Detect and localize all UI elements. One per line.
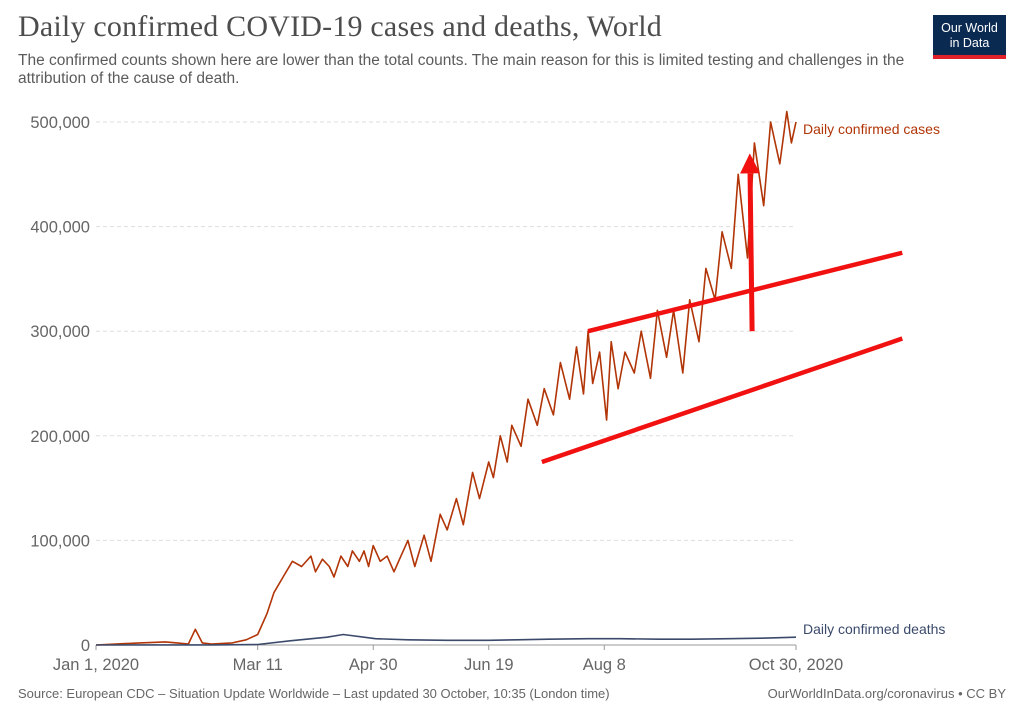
annotation-arrow-head [740,153,761,174]
annotation-arrow-shaft [747,173,755,332]
owid-logo[interactable]: Our World in Data [933,15,1006,59]
y-tick-label: 0 [81,637,90,655]
y-tick-label: 100,000 [30,532,90,550]
x-tick-label: Oct 30, 2020 [749,656,843,674]
y-tick-label: 400,000 [30,219,90,237]
annotation-trend-line [541,336,903,465]
x-tick-label: Aug 8 [583,656,626,674]
deaths-legend-label: Daily confirmed deaths [803,621,945,637]
grid-lines [96,121,796,541]
series-lines [95,110,797,646]
x-tick-label: Jan 1, 2020 [53,656,139,674]
y-axis-ticks: 0 100,000 200,000 300,000 400,000 500,000 [30,114,90,655]
chart-area: 0 100,000 200,000 300,000 400,000 500,000 Jan… [30,110,945,674]
y-tick-label: 500,000 [30,114,90,132]
x-tick-label: Mar 11 [233,656,283,674]
cases-legend-label: Daily confirmed cases [803,121,940,137]
annotations [541,153,903,465]
x-axis: Jan 1, 2020 Mar 11 Apr 30 Jun 19 Aug 8 Oct 30… [53,644,843,674]
deaths-line [95,633,797,646]
logo-line-2: in Data [949,35,990,50]
cases-line [95,110,797,646]
chart-subtitle: The confirmed counts shown here are lowe… [18,52,905,87]
logo-line-1: Our World [941,21,998,35]
y-tick-label: 200,000 [30,428,90,446]
credit-link[interactable]: OurWorldInData.org/coronavirus • CC BY [767,686,1006,701]
footer: Source: European CDC – Situation Update … [18,686,1006,701]
series-labels: Daily confirmed cases Daily confirmed dea… [803,121,945,637]
y-tick-label: 300,000 [30,323,90,341]
x-tick-label: Apr 30 [349,656,398,674]
annotation-trend-line [587,250,903,334]
source-note: Source: European CDC – Situation Update … [18,686,610,701]
chart-title: Daily confirmed COVID-19 cases and death… [18,10,662,43]
x-tick-label: Jun 19 [464,656,514,674]
